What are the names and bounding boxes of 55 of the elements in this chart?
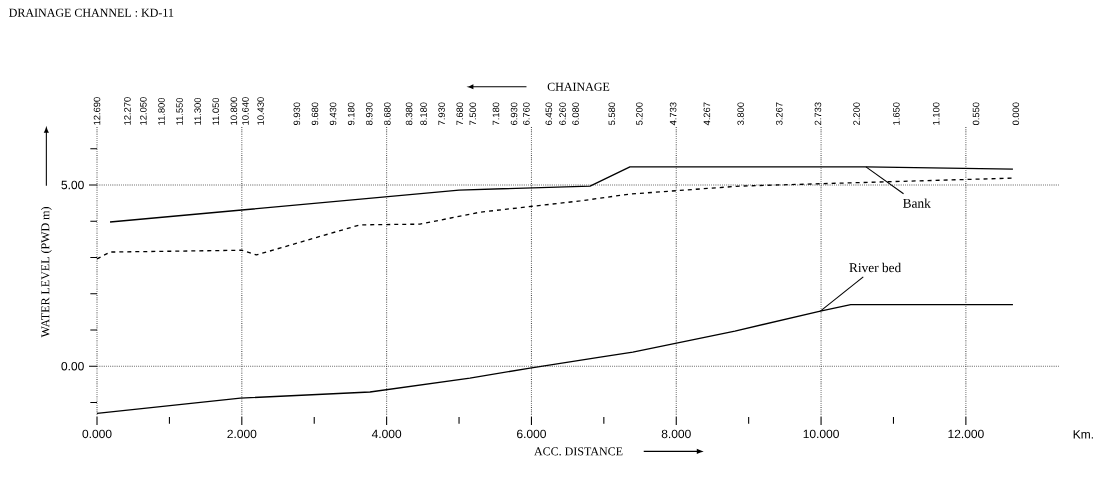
x2-tick-label: 1.100 [932,102,940,125]
x2-tick-label: 4.267 [703,102,711,126]
chart-title: DRAINAGE CHANNEL : KD-11 [9,8,174,17]
x2-axis-title: CHAINAGE [547,82,610,91]
x2-tick-label: 7.930 [438,102,445,125]
x2-tick-label: 9.930 [293,102,301,125]
x-tick-label: 10.000 [803,429,839,439]
text: River bed [849,262,902,273]
x2-tick-label: 8.680 [384,102,391,125]
x2-tick-label: 5.200 [636,102,643,126]
x2-tick-label: 8.180 [420,102,427,125]
x2-tick-label: 10.640 [242,97,249,125]
x-tick-label: 4.000 [371,429,402,439]
x2-tick-label: 1.650 [893,102,900,125]
y-tick-label: 5.00 [61,180,84,190]
x2-tick-label: 11.300 [194,97,201,125]
text: Km. [1073,430,1093,439]
x2-tick-label: 11.050 [212,97,220,125]
x2-tick-label: 10.430 [257,97,264,125]
x2-tick-label: 8.930 [365,102,373,125]
x2-tick-label: 0.550 [972,102,980,126]
x2-tick-label: 6.450 [545,102,553,125]
y-axis-title: WATER LEVEL (PWD m) [40,207,52,338]
x2-tick-label: 12.690 [93,97,101,125]
text: Bank [903,198,931,208]
x2-tick-label: 6.260 [559,102,566,125]
x2-tick-label: 9.680 [311,102,319,125]
x2-tick-label: 8.380 [405,102,413,125]
x2-tick-label: 11.550 [176,97,183,125]
x2-tick-label: 7.500 [469,102,477,125]
x2-tick-label: 11.800 [158,97,165,125]
x2-tick-label: 6.930 [510,102,518,125]
x-tick-label: 12.000 [948,429,984,439]
x2-tick-label: 2.733 [814,102,822,125]
x2-tick-label: 9.430 [329,102,337,125]
y-tick-label: 0.00 [61,361,84,371]
x2-tick-label: 12.270 [124,97,131,125]
x2-tick-label: 3.800 [737,102,744,126]
x2-tick-label: 0.000 [1012,102,1020,126]
x2-tick-label: 4.733 [669,102,677,126]
x2-tick-label: 6.760 [523,102,530,125]
x2-tick-label: 7.180 [492,102,500,125]
x2-tick-label: 3.267 [775,102,783,126]
x2-tick-label: 7.680 [456,102,464,125]
x2-tick-label: 10.800 [230,97,238,125]
x2-tick-label: 12.050 [140,97,147,125]
x2-tick-label: 9.180 [347,102,355,125]
x-tick-label: 2.000 [227,429,257,439]
x-tick-label: 6.000 [517,429,546,439]
x-axis-title: ACC. DISTANCE [534,447,623,456]
x2-tick-label: 6.080 [572,102,579,125]
x-tick-label: 0.000 [82,429,112,439]
x2-tick-label: 5.580 [608,102,616,126]
x2-tick-label: 2.200 [853,102,860,125]
x-tick-label: 8.000 [661,429,691,439]
